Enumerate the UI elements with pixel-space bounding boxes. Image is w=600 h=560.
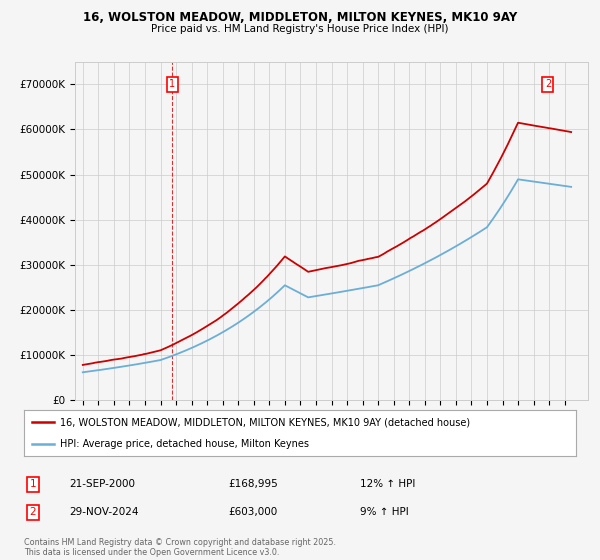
Text: 1: 1 <box>29 479 37 489</box>
Text: 16, WOLSTON MEADOW, MIDDLETON, MILTON KEYNES, MK10 9AY (detached house): 16, WOLSTON MEADOW, MIDDLETON, MILTON KE… <box>60 417 470 427</box>
Text: 29-NOV-2024: 29-NOV-2024 <box>69 507 139 517</box>
Text: Price paid vs. HM Land Registry's House Price Index (HPI): Price paid vs. HM Land Registry's House … <box>151 24 449 34</box>
Text: HPI: Average price, detached house, Milton Keynes: HPI: Average price, detached house, Milt… <box>60 439 309 449</box>
Text: 1: 1 <box>169 79 175 89</box>
Text: 21-SEP-2000: 21-SEP-2000 <box>69 479 135 489</box>
Text: 12% ↑ HPI: 12% ↑ HPI <box>360 479 415 489</box>
Text: 2: 2 <box>29 507 37 517</box>
Text: 16, WOLSTON MEADOW, MIDDLETON, MILTON KEYNES, MK10 9AY: 16, WOLSTON MEADOW, MIDDLETON, MILTON KE… <box>83 11 517 24</box>
Text: £603,000: £603,000 <box>228 507 277 517</box>
Text: £168,995: £168,995 <box>228 479 278 489</box>
Text: 9% ↑ HPI: 9% ↑ HPI <box>360 507 409 517</box>
Text: 2: 2 <box>545 79 551 89</box>
Text: Contains HM Land Registry data © Crown copyright and database right 2025.
This d: Contains HM Land Registry data © Crown c… <box>24 538 336 557</box>
